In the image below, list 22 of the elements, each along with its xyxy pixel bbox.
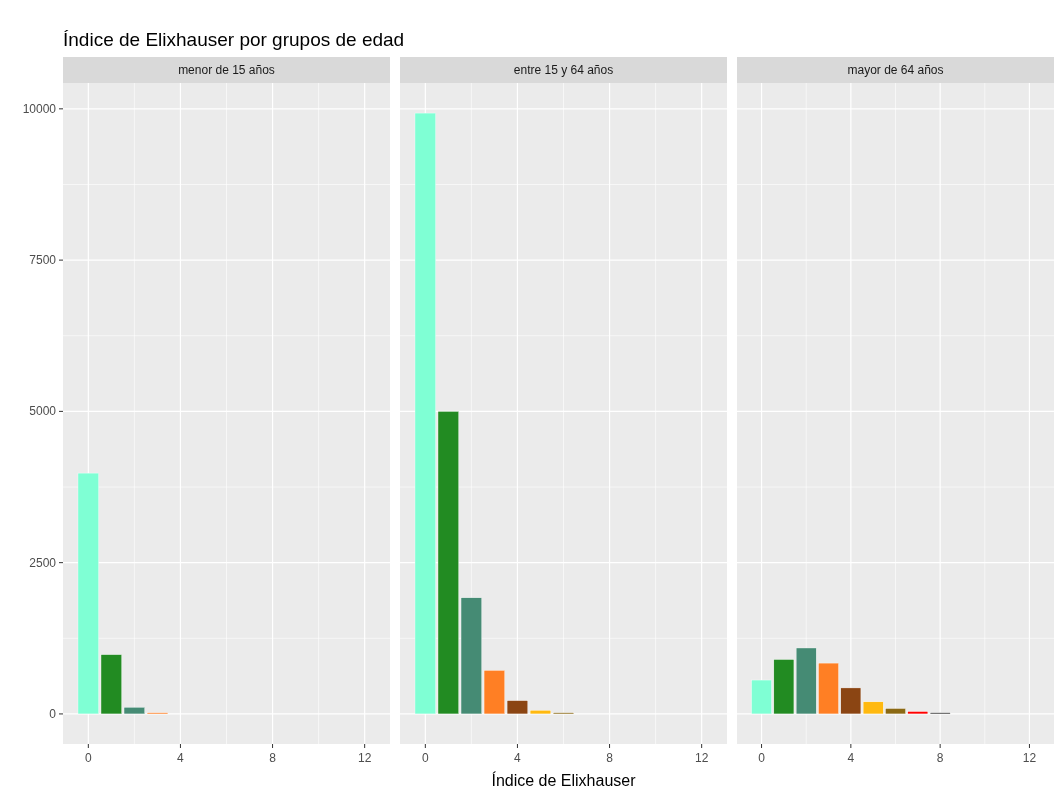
x-tick-label: 4 [847,751,855,765]
x-tick-label: 8 [269,751,277,765]
y-tick-label: 0 [49,706,57,721]
x-axis-title: Índice de Elixhauser [491,771,637,789]
y-tick-label: 10000 [22,101,57,116]
x-tick-label: 4 [177,751,185,765]
x-tick-label: 0 [758,751,766,765]
chart-title: Índice de Elixhauser por grupos de edad [63,29,405,50]
x-tick-label: 0 [421,751,429,765]
y-tick-label: 7500 [29,253,57,268]
chart-subtitle: entre 15 y 64 años [513,63,614,77]
x-tick-label: 4 [514,751,522,765]
x-tick-label: 12 [1022,751,1037,765]
x-tick-label: 8 [936,751,944,765]
x-tick-label: 12 [357,751,372,765]
x-tick-label: 12 [694,751,709,765]
chart-subtitle: mayor de 64 años [847,63,944,77]
y-tick-label: 5000 [29,404,57,419]
x-tick-label: 8 [606,751,614,765]
x-tick-label: 0 [84,751,92,765]
y-tick-label: 2500 [29,555,57,570]
chart-subtitle: menor de 15 años [178,63,275,77]
